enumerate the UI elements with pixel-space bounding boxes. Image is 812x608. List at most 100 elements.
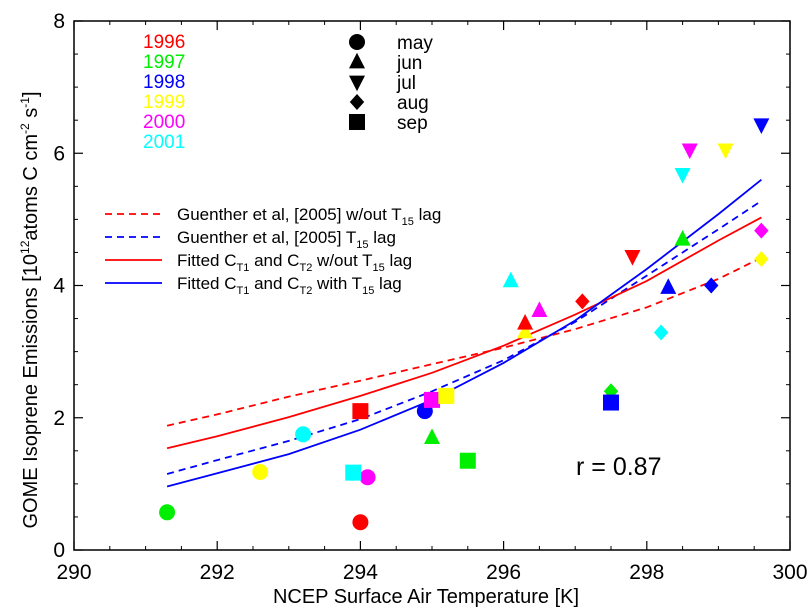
month-legend-marker-aug bbox=[349, 94, 365, 110]
line-legend-text-part: Guenther et al, [2005] T bbox=[177, 228, 356, 247]
year-legend-1998: 1998 bbox=[143, 72, 185, 93]
x-tick-label: 290 bbox=[56, 561, 91, 584]
data-point-triangle-up bbox=[531, 301, 548, 318]
fit-curve-line bbox=[166, 256, 762, 427]
line-legend-text-part: w/out T bbox=[312, 251, 372, 270]
month-legend-aug: aug bbox=[397, 93, 429, 114]
data-point-triangle-down bbox=[681, 143, 698, 160]
line-legend-text-part: lag bbox=[414, 205, 441, 224]
data-point-triangle-down bbox=[753, 118, 770, 135]
line-legend-subscript: 15 bbox=[362, 285, 374, 297]
line-legend-label: Fitted CT1 and CT2 with T15 lag bbox=[177, 274, 402, 297]
line-legend-subscript: 15 bbox=[372, 262, 384, 274]
data-point-diamond bbox=[575, 293, 590, 310]
x-tick-label: 296 bbox=[486, 561, 521, 584]
line-legend-text-part: and C bbox=[249, 274, 299, 293]
correlation-annotation: r = 0.87 bbox=[576, 453, 661, 481]
data-point-triangle-up bbox=[674, 230, 691, 246]
data-point-circle bbox=[352, 514, 369, 531]
data-point-triangle-down bbox=[674, 168, 691, 184]
data-point-square bbox=[459, 452, 476, 469]
line-legend-text-part: with T bbox=[312, 274, 362, 293]
x-axis-label: NCEP Surface Air Temperature [K] bbox=[273, 586, 579, 608]
y-tick-label: 4 bbox=[53, 275, 65, 298]
data-point-triangle-up bbox=[660, 278, 677, 294]
line-legend: Guenther et al, [2005] w/out T15 lagGuen… bbox=[105, 205, 441, 297]
data-point-circle bbox=[159, 504, 176, 521]
data-point-diamond bbox=[754, 222, 769, 239]
data-point-diamond bbox=[704, 277, 719, 294]
x-tick-label: 294 bbox=[343, 561, 378, 584]
line-legend-subscript: T1 bbox=[237, 285, 250, 297]
y-axis-label-prefix: GOME Isoprene Emissions [10 bbox=[20, 254, 42, 529]
y-tick-label: 0 bbox=[53, 539, 65, 562]
data-point-triangle-down bbox=[717, 143, 734, 160]
line-legend-text-part: Fitted C bbox=[177, 274, 237, 293]
month-legend-jul: jul bbox=[396, 73, 416, 94]
month-legend-marker-jul bbox=[349, 75, 365, 92]
data-point-triangle-up bbox=[517, 322, 534, 339]
x-tick-label: 298 bbox=[629, 561, 664, 584]
y-tick-label: 2 bbox=[53, 407, 65, 430]
data-point-diamond bbox=[754, 251, 769, 268]
fit-curve-line bbox=[166, 178, 762, 488]
line-legend-subscript: 15 bbox=[356, 239, 368, 251]
line-legend-subscript: T1 bbox=[237, 262, 250, 274]
data-point-circle bbox=[359, 469, 376, 486]
data-point-circle bbox=[252, 463, 269, 480]
year-legend-2000: 2000 bbox=[143, 112, 185, 133]
y-axis-label-mid: atoms C cm bbox=[20, 134, 42, 241]
data-point-square bbox=[438, 387, 455, 404]
data-point-triangle-up bbox=[502, 271, 519, 288]
month-legend-marker-may bbox=[349, 34, 365, 50]
y-axis-label-exp: 12 bbox=[18, 240, 32, 254]
fit-curve-line bbox=[166, 200, 762, 475]
data-point-square bbox=[345, 464, 362, 481]
fit-curves bbox=[166, 178, 762, 488]
data-point-circle bbox=[295, 426, 312, 443]
line-legend-text-part: Fitted C bbox=[177, 251, 237, 270]
year-legend-1996: 1996 bbox=[143, 32, 185, 53]
y-tick-label: 6 bbox=[53, 142, 65, 165]
x-tick-label: 292 bbox=[200, 561, 235, 584]
month-legend-marker-sep bbox=[349, 114, 365, 130]
y-axis-label-mid2: s bbox=[20, 108, 42, 124]
x-tick-label: 300 bbox=[772, 561, 807, 584]
y-axis-label-suffix: ] bbox=[20, 91, 42, 97]
month-legend-jun: jun bbox=[396, 53, 422, 74]
line-legend-text-part: and C bbox=[249, 251, 299, 270]
line-legend-text-part: lag bbox=[369, 228, 396, 247]
year-legend-1999: 1999 bbox=[143, 92, 185, 113]
data-point-square bbox=[603, 394, 619, 411]
data-point-triangle-up bbox=[517, 313, 534, 330]
year-legend-1997: 1997 bbox=[143, 52, 185, 73]
month-legend-may: may bbox=[397, 33, 433, 54]
y-axis-label-exp3: -1 bbox=[18, 97, 32, 108]
line-legend-text-part: lag bbox=[374, 274, 401, 293]
month-legend-marker-jun bbox=[349, 52, 365, 69]
y-axis-label: GOME Isoprene Emissions [1012atoms C cm-… bbox=[18, 91, 42, 528]
line-legend-label: Guenther et al, [2005] T15 lag bbox=[177, 228, 396, 251]
fit-curve-line bbox=[166, 216, 762, 450]
line-legend-subscript: T2 bbox=[299, 285, 312, 297]
data-point-triangle-up bbox=[424, 428, 440, 444]
data-point-square bbox=[352, 403, 369, 420]
axis-ticks: 290 292 294 296 298 300 0 2 4 6 8 bbox=[53, 10, 807, 584]
line-legend-subscript: 15 bbox=[402, 216, 414, 228]
year-legend-2001: 2001 bbox=[143, 132, 185, 153]
line-legend-subscript: T2 bbox=[299, 262, 312, 274]
line-legend-text-part: Guenther et al, [2005] w/out T bbox=[177, 205, 402, 224]
line-legend-label: Guenther et al, [2005] w/out T15 lag bbox=[177, 205, 441, 228]
y-axis-label-exp2: -2 bbox=[18, 123, 32, 134]
data-point-triangle-down bbox=[624, 250, 641, 266]
y-tick-label: 8 bbox=[53, 10, 65, 33]
line-legend-text-part: lag bbox=[385, 251, 412, 270]
data-points bbox=[159, 118, 770, 531]
data-point-diamond bbox=[653, 324, 669, 341]
line-legend-label: Fitted CT1 and CT2 w/out T15 lag bbox=[177, 251, 412, 274]
month-legend-sep: sep bbox=[397, 113, 428, 134]
data-point-square bbox=[424, 391, 440, 408]
